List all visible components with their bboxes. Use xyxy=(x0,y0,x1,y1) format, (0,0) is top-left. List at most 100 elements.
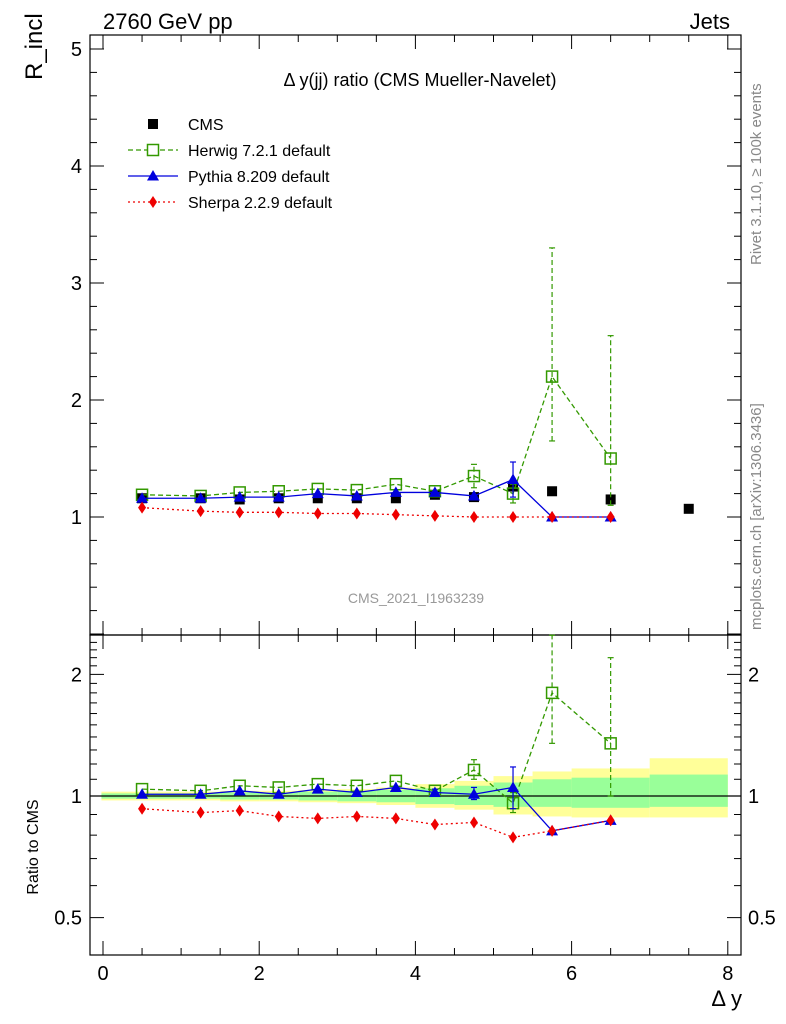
ratio-tick-label: 0.5 xyxy=(54,908,82,930)
sherpa-point xyxy=(469,511,478,523)
sherpa-point xyxy=(391,508,400,521)
x-tick-label: 6 xyxy=(566,963,577,985)
sherpa-point xyxy=(138,501,147,514)
x-tick-label: 4 xyxy=(410,963,421,985)
legend-label: CMS xyxy=(188,117,224,134)
sherpa-ratio-point xyxy=(352,810,361,823)
pythia-point xyxy=(194,492,207,503)
sherpa-point xyxy=(235,506,244,519)
data-point xyxy=(683,503,694,514)
pythia-ratio-point xyxy=(233,784,246,796)
pythia-ratio-line xyxy=(142,786,611,832)
pythia-point xyxy=(233,491,246,502)
band-inner-bin xyxy=(532,779,572,807)
herwig-ratio-line xyxy=(142,691,612,805)
sherpa-line xyxy=(142,506,611,518)
x-axis-label: Δ y xyxy=(711,986,742,1011)
pythia-line xyxy=(142,478,611,518)
sherpa-ratio-point xyxy=(196,806,205,819)
legend-marker xyxy=(148,119,158,129)
sherpa-ratio-point xyxy=(391,812,400,825)
ratio-tick-label: 2 xyxy=(71,664,82,686)
bottom-panel-ylabel: Ratio to CMS xyxy=(25,799,42,894)
sherpa-ratio-line xyxy=(142,808,611,839)
legend-label: Sherpa 2.2.9 default xyxy=(188,195,333,212)
pythia-ratio-point xyxy=(194,788,207,799)
legend-marker xyxy=(149,196,157,208)
sherpa-point xyxy=(548,511,557,523)
rivet-label: Rivet 3.1.10, ≥ 100k events xyxy=(748,83,765,265)
header-right: Jets xyxy=(690,9,730,34)
herwig-ratio-point xyxy=(545,686,559,700)
legend-label: Herwig 7.2.1 default xyxy=(188,143,331,160)
sherpa-ratio-point xyxy=(313,812,322,825)
legend-label: Pythia 8.209 default xyxy=(188,169,330,186)
pythia-ratio-point xyxy=(272,788,285,799)
sherpa-ratio-point xyxy=(274,810,283,823)
herwig-point xyxy=(604,452,617,465)
sherpa-point xyxy=(509,511,518,523)
x-tick-label: 2 xyxy=(254,963,265,985)
data-point xyxy=(605,494,616,505)
legend-marker-pythia xyxy=(147,170,159,181)
sherpa-ratio-point xyxy=(235,804,244,817)
sherpa-ratio-point xyxy=(138,802,147,815)
sherpa-ratio-point xyxy=(509,831,518,844)
pythia-point xyxy=(272,491,285,502)
top-panel-ylabel: R_incl xyxy=(21,13,48,80)
ratio-tick-label-right: 0.5 xyxy=(748,908,776,930)
sherpa-ratio-point xyxy=(606,814,615,827)
herwig-ratio-point xyxy=(604,737,617,750)
data-point xyxy=(390,493,401,504)
pythia-ratio-point xyxy=(136,788,149,799)
data-point xyxy=(312,493,323,504)
x-tick-label: 8 xyxy=(722,963,733,985)
chart-title: Δ y(jj) ratio (CMS Mueller-Navelet) xyxy=(283,70,556,90)
herwig-point xyxy=(467,469,481,483)
x-tick-label: 0 xyxy=(97,963,108,985)
analysis-label: CMS_2021_I1963239 xyxy=(348,590,484,606)
herwig-ratio-point xyxy=(467,763,481,777)
pythia-ratio-point xyxy=(428,786,441,798)
ratio-tick-label: 1 xyxy=(71,786,82,808)
legend-marker-cms xyxy=(148,119,158,129)
plot-area: 0 2 4 6 8 1 2 3 4 5 0.5 0.5 1 1 2 2 xyxy=(54,34,776,985)
sherpa-ratio-point xyxy=(469,816,478,829)
y-tick-label: 4 xyxy=(71,156,82,178)
legend-marker-herwig xyxy=(146,143,160,157)
pythia-ratio-point xyxy=(467,788,480,799)
sherpa-point xyxy=(352,507,361,520)
pythia-ratio-point xyxy=(350,786,363,798)
legend-marker xyxy=(146,143,160,157)
mcplots-label: mcplots.cern.ch [arXiv:1306.3436] xyxy=(748,403,765,630)
legend: CMS Herwig 7.2.1 default Pythia 8.209 defa… xyxy=(128,117,333,212)
pythia-point xyxy=(389,486,402,497)
sherpa-ratio-point xyxy=(548,824,557,837)
y-tick-label: 2 xyxy=(71,390,82,412)
pythia-ratio-point xyxy=(311,783,324,794)
pythia-point xyxy=(467,489,480,501)
y-tick-label: 5 xyxy=(71,39,82,61)
header-left: 2760 GeV pp xyxy=(103,9,233,34)
sherpa-point xyxy=(313,507,322,520)
sherpa-point xyxy=(606,511,615,523)
pythia-point xyxy=(136,492,149,503)
sherpa-point xyxy=(196,505,205,518)
sherpa-point xyxy=(430,509,439,522)
legend-marker xyxy=(147,170,159,181)
pythia-point xyxy=(428,486,441,497)
data-point xyxy=(547,486,558,497)
pythia-point xyxy=(311,487,324,499)
herwig-point xyxy=(545,370,559,383)
pythia-ratio-point xyxy=(507,781,520,792)
ratio-tick-label-right: 2 xyxy=(748,664,759,686)
pythia-point xyxy=(350,489,363,501)
sherpa-point xyxy=(274,506,283,519)
ratio-tick-label-right: 1 xyxy=(748,786,759,808)
y-tick-label: 3 xyxy=(71,273,82,295)
sherpa-ratio-point xyxy=(430,818,439,831)
y-tick-label: 1 xyxy=(71,507,82,529)
pythia-ratio-point xyxy=(389,781,402,792)
band-inner-bin xyxy=(649,774,728,807)
